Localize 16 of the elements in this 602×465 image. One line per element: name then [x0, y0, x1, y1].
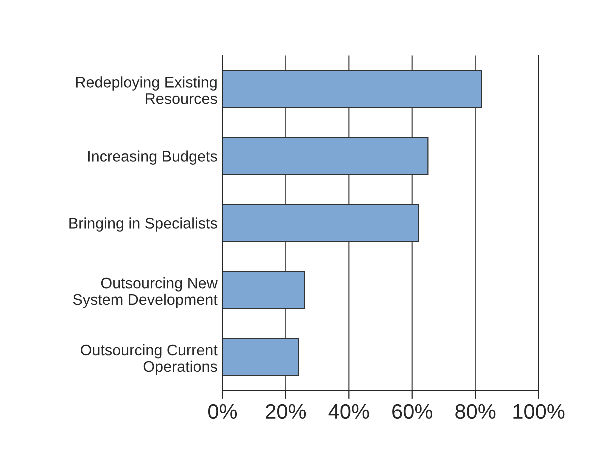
y-tick-label: Outsourcing Current Operations: [81, 344, 218, 376]
bar: [222, 338, 300, 376]
bar: [222, 204, 420, 242]
bar: [222, 271, 306, 310]
y-tick-label: Outsourcing New System Development: [73, 278, 218, 308]
x-tick-label: 100%: [514, 404, 565, 420]
x-tick-label: 40%: [328, 404, 370, 420]
x-tick-label: 20%: [266, 404, 306, 420]
x-tick-label: 60%: [392, 404, 432, 420]
y-tick-label: Increasing Budgets: [88, 150, 218, 165]
y-tick-label: Redeploying Existing Resources: [76, 76, 218, 104]
bar: [222, 137, 429, 176]
x-tick-label: 80%: [456, 404, 496, 420]
y-tick-label: Bringing in Specialists: [70, 218, 218, 232]
x-tick-label: 0%: [208, 404, 238, 420]
bar: [222, 70, 482, 108]
